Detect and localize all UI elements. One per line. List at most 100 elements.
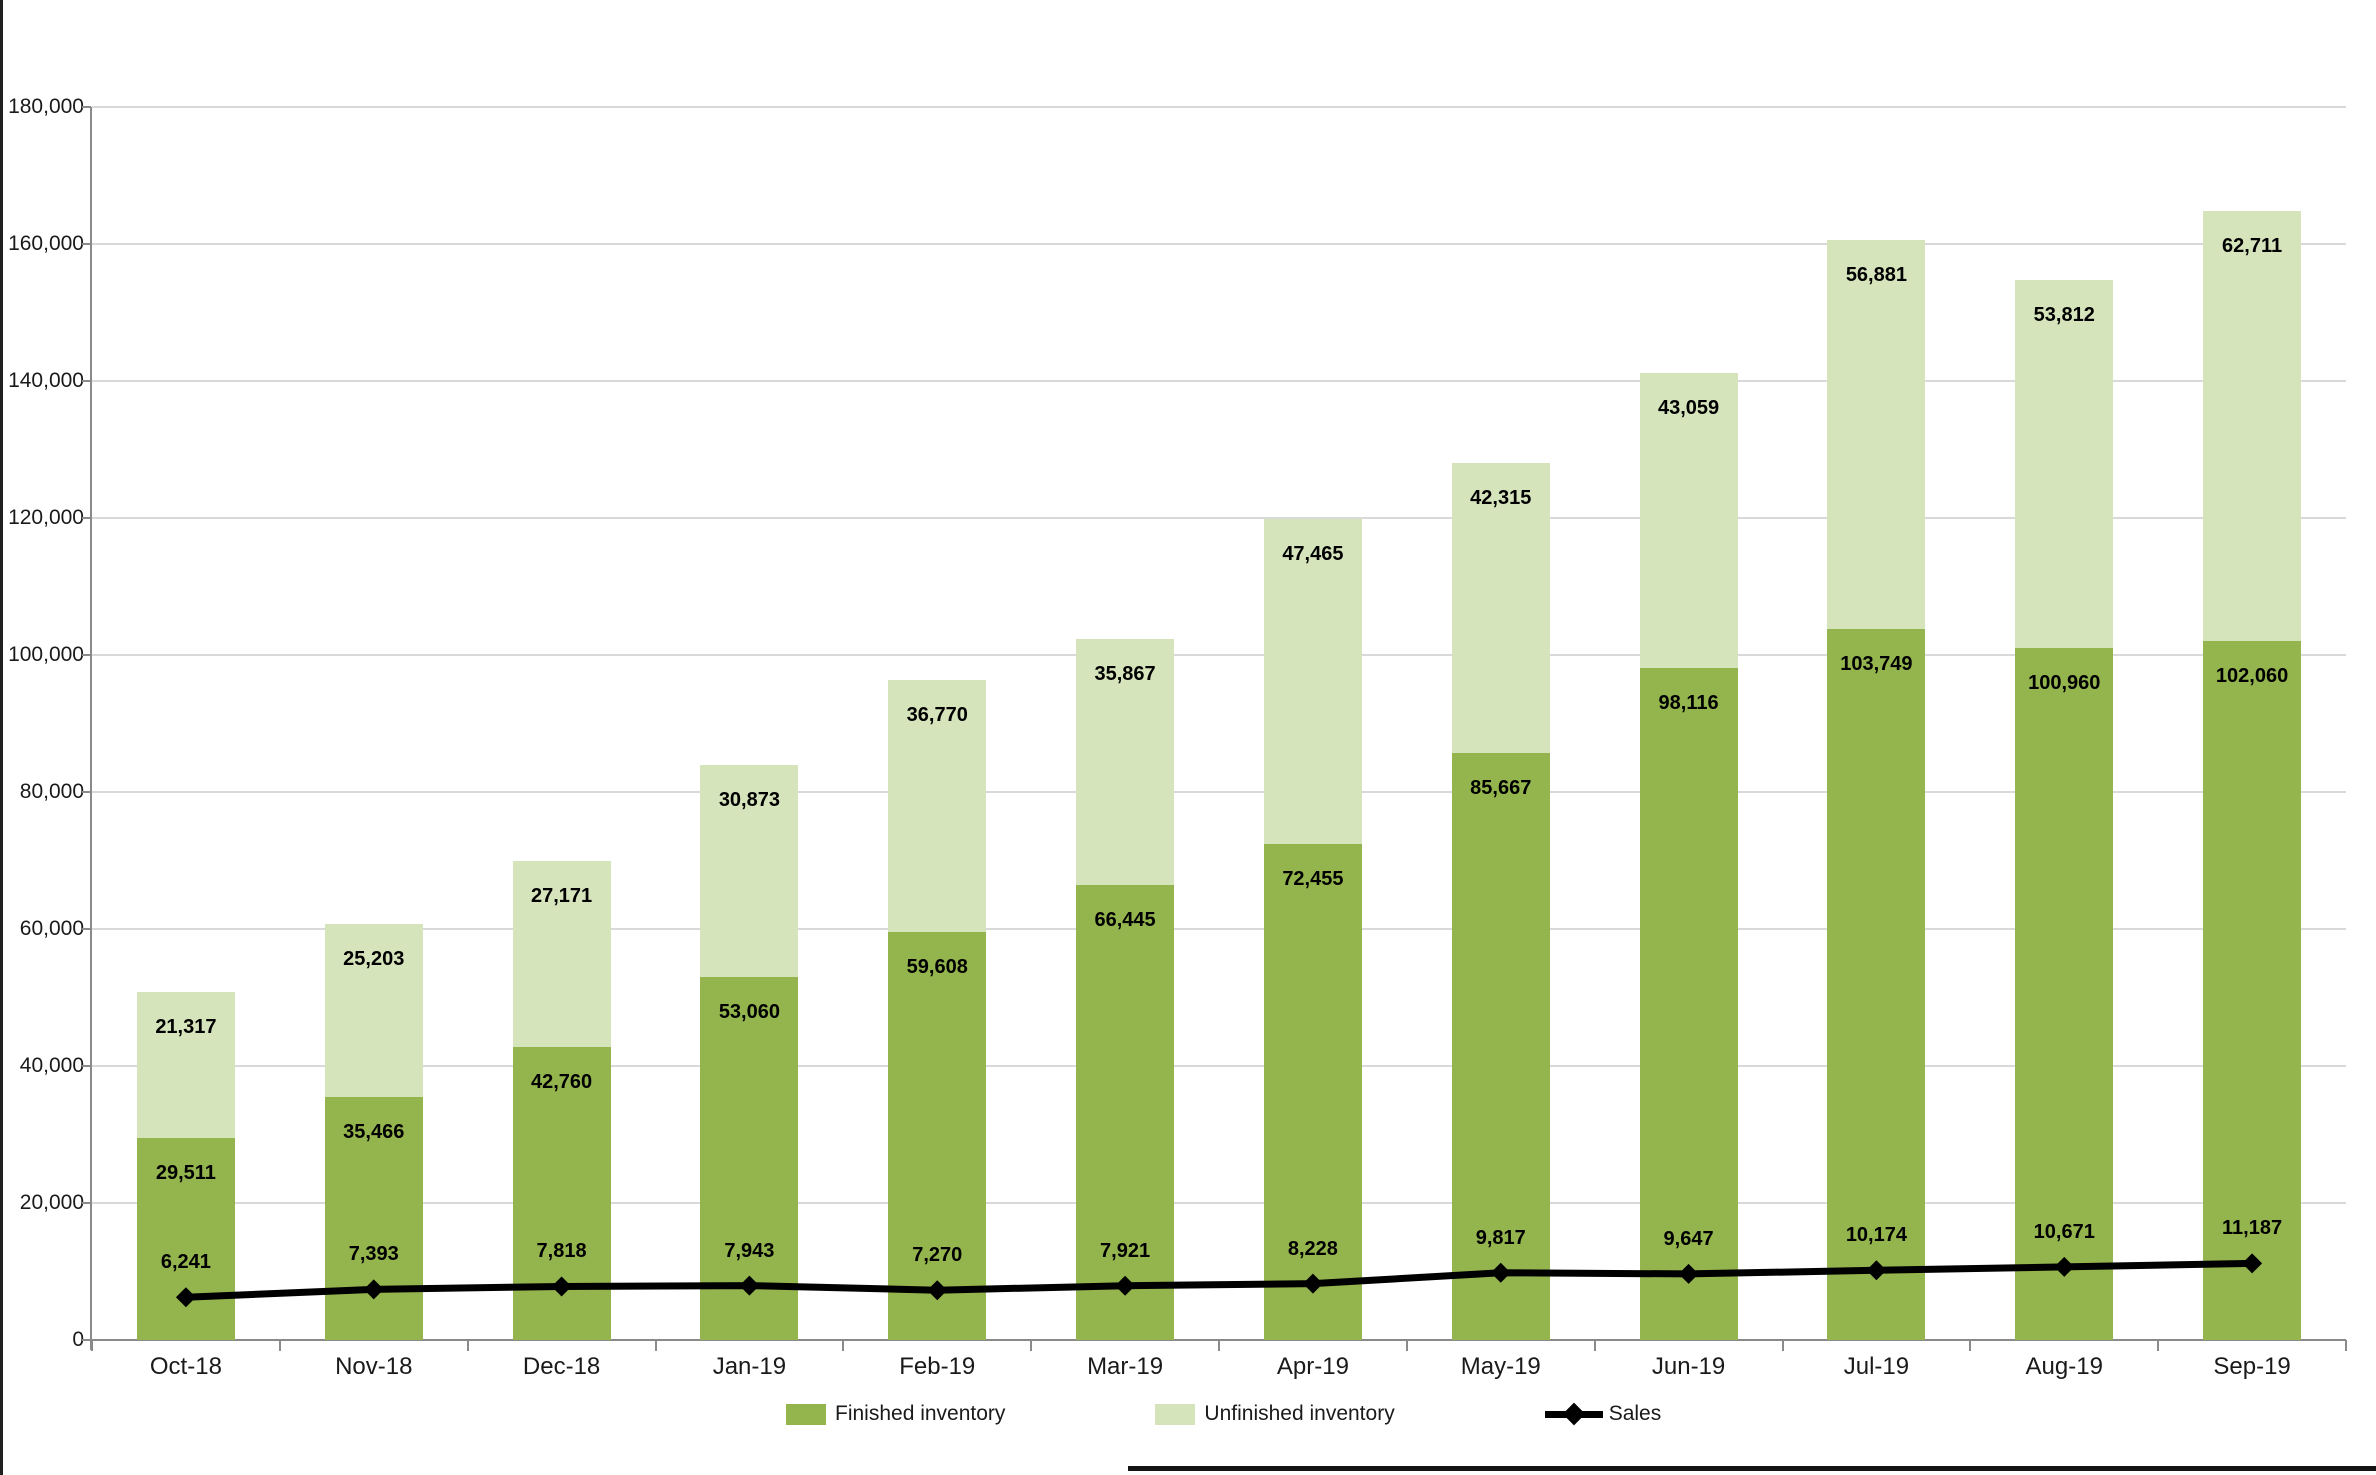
sales-value-label: 7,921 <box>1100 1239 1151 1262</box>
bar-unfinished-Oct-18 <box>136 991 235 1138</box>
finished-value-label: 100,960 <box>2028 672 2101 695</box>
bar-finished-Aug-19 <box>2015 648 2114 1340</box>
window-left-border <box>0 0 3 1475</box>
x-tick-label: Jun-19 <box>1651 1353 1726 1380</box>
finished-value-label: 53,060 <box>718 1000 780 1023</box>
legend-item-sales: Sales <box>1544 1398 1662 1430</box>
bar-finished-Mar-19 <box>1076 884 1175 1340</box>
finished-value-label: 103,749 <box>1840 653 1913 676</box>
sales-line <box>175 1253 2263 1308</box>
y-tick-label: 60,000 <box>19 917 84 940</box>
sales-marker-icon <box>1115 1275 1136 1296</box>
sales-value-label: 7,270 <box>912 1244 963 1267</box>
sales-line-marker-icon <box>1544 1402 1603 1426</box>
bar-finished-May-19 <box>1451 753 1550 1340</box>
finished-value-label: 85,667 <box>1470 777 1532 800</box>
gridline <box>92 517 2346 519</box>
finished-value-label: 42,760 <box>530 1071 593 1094</box>
unfinished-inventory-swatch-icon <box>1155 1403 1196 1425</box>
gridline <box>92 1202 2346 1204</box>
sales-value-label: 8,228 <box>1287 1237 1338 1260</box>
y-axis-tick <box>82 1339 91 1341</box>
sales-value-label: 9,647 <box>1663 1227 1714 1250</box>
window-bottom-border <box>1128 1466 2376 1471</box>
unfinished-value-label: 53,812 <box>2033 303 2095 326</box>
unfinished-value-label: 27,171 <box>530 884 593 907</box>
sales-value-label: 10,671 <box>2033 1220 2095 1243</box>
bar-unfinished-Nov-18 <box>324 924 423 1098</box>
x-tick-label: May-19 <box>1460 1353 1541 1380</box>
y-axis-tick <box>82 654 91 656</box>
y-tick-label: 160,000 <box>8 232 84 255</box>
y-axis-tick <box>82 1202 91 1204</box>
gridline <box>92 1065 2346 1067</box>
unfinished-value-label: 56,881 <box>1845 263 1907 286</box>
x-axis-tick <box>842 1340 845 1351</box>
unfinished-value-label: 47,465 <box>1282 542 1344 565</box>
x-axis-tick <box>1969 1340 1972 1351</box>
unfinished-value-label: 35,867 <box>1094 663 1156 686</box>
sales-value-label: 7,818 <box>536 1240 587 1263</box>
y-tick-label: 80,000 <box>19 780 84 803</box>
gridline <box>92 380 2346 382</box>
y-axis-line <box>90 107 92 1350</box>
x-axis-tick <box>1218 1340 1220 1351</box>
gridline <box>92 243 2346 245</box>
x-tick-label: Apr-19 <box>1276 1353 1349 1380</box>
sales-value-label: 6,241 <box>160 1251 211 1274</box>
y-tick-label: 180,000 <box>8 95 84 118</box>
bar-unfinished-Jun-19 <box>1639 372 1738 668</box>
legend: Finished inventory Unfinished inventory … <box>786 1398 1661 1430</box>
x-axis-tick <box>1593 1340 1596 1351</box>
unfinished-value-label: 43,059 <box>1657 396 1720 419</box>
y-tick-label: 0 <box>72 1328 84 1351</box>
finished-value-label: 59,608 <box>906 955 968 978</box>
y-tick-label: 120,000 <box>8 506 84 529</box>
x-tick-label: Jan-19 <box>712 1353 787 1380</box>
x-axis-tick <box>91 1340 93 1351</box>
x-axis-tick <box>1030 1340 1033 1351</box>
x-axis-tick <box>1781 1340 1784 1351</box>
sales-marker-icon <box>1678 1263 1699 1284</box>
legend-label-sales: Sales <box>1608 1402 1662 1425</box>
finished-value-label: 98,116 <box>1658 691 1719 714</box>
unfinished-value-label: 21,317 <box>155 1015 217 1038</box>
finished-inventory-swatch-icon <box>786 1403 826 1425</box>
legend-label-finished: Finished inventory <box>835 1402 1006 1425</box>
y-tick-label: 140,000 <box>8 369 84 392</box>
x-axis-tick <box>278 1340 281 1351</box>
y-tick-label: 100,000 <box>8 643 84 666</box>
x-axis-tick <box>1405 1340 1408 1351</box>
sales-marker-icon <box>551 1276 572 1297</box>
gridline <box>92 654 2346 656</box>
sales-marker-icon <box>1490 1262 1511 1283</box>
sales-marker-icon <box>2242 1253 2263 1274</box>
bar-finished-Apr-19 <box>1263 843 1362 1340</box>
x-tick-label: Feb-19 <box>899 1353 976 1380</box>
gridline <box>92 791 2346 793</box>
bar-finished-Jul-19 <box>1827 629 1926 1340</box>
bar-finished-Sep-19 <box>2203 640 2302 1340</box>
finished-value-label: 35,466 <box>343 1121 405 1144</box>
x-axis-tick <box>654 1340 657 1351</box>
x-axis-tick <box>2157 1340 2160 1351</box>
bar-unfinished-Jan-19 <box>700 765 799 977</box>
legend-item-unfinished-inventory: Unfinished inventory <box>1155 1398 1395 1430</box>
unfinished-value-label: 25,203 <box>343 948 405 971</box>
x-tick-label: Jul-19 <box>1843 1353 1910 1380</box>
y-axis-tick <box>82 106 91 108</box>
bar-finished-Jun-19 <box>1639 667 1738 1340</box>
bar-unfinished-Jul-19 <box>1827 239 1926 630</box>
x-tick-label: Sep-19 <box>2213 1353 2291 1380</box>
legend-item-finished-inventory: Finished inventory <box>786 1398 1005 1430</box>
unfinished-value-label: 42,315 <box>1470 487 1532 510</box>
x-axis-tick <box>2345 1340 2347 1351</box>
y-axis-tick <box>82 791 91 793</box>
gridline <box>92 928 2346 930</box>
sales-value-label: 11,187 <box>2222 1217 2283 1240</box>
finished-value-label: 102,060 <box>2215 664 2289 687</box>
bar-finished-Nov-18 <box>324 1097 423 1340</box>
plot-area: 21,317 29,511 25,203 35,466 27,171 42,760 30,8… <box>92 106 2346 1340</box>
legend-label-unfinished: Unfinished inventory <box>1204 1402 1395 1425</box>
